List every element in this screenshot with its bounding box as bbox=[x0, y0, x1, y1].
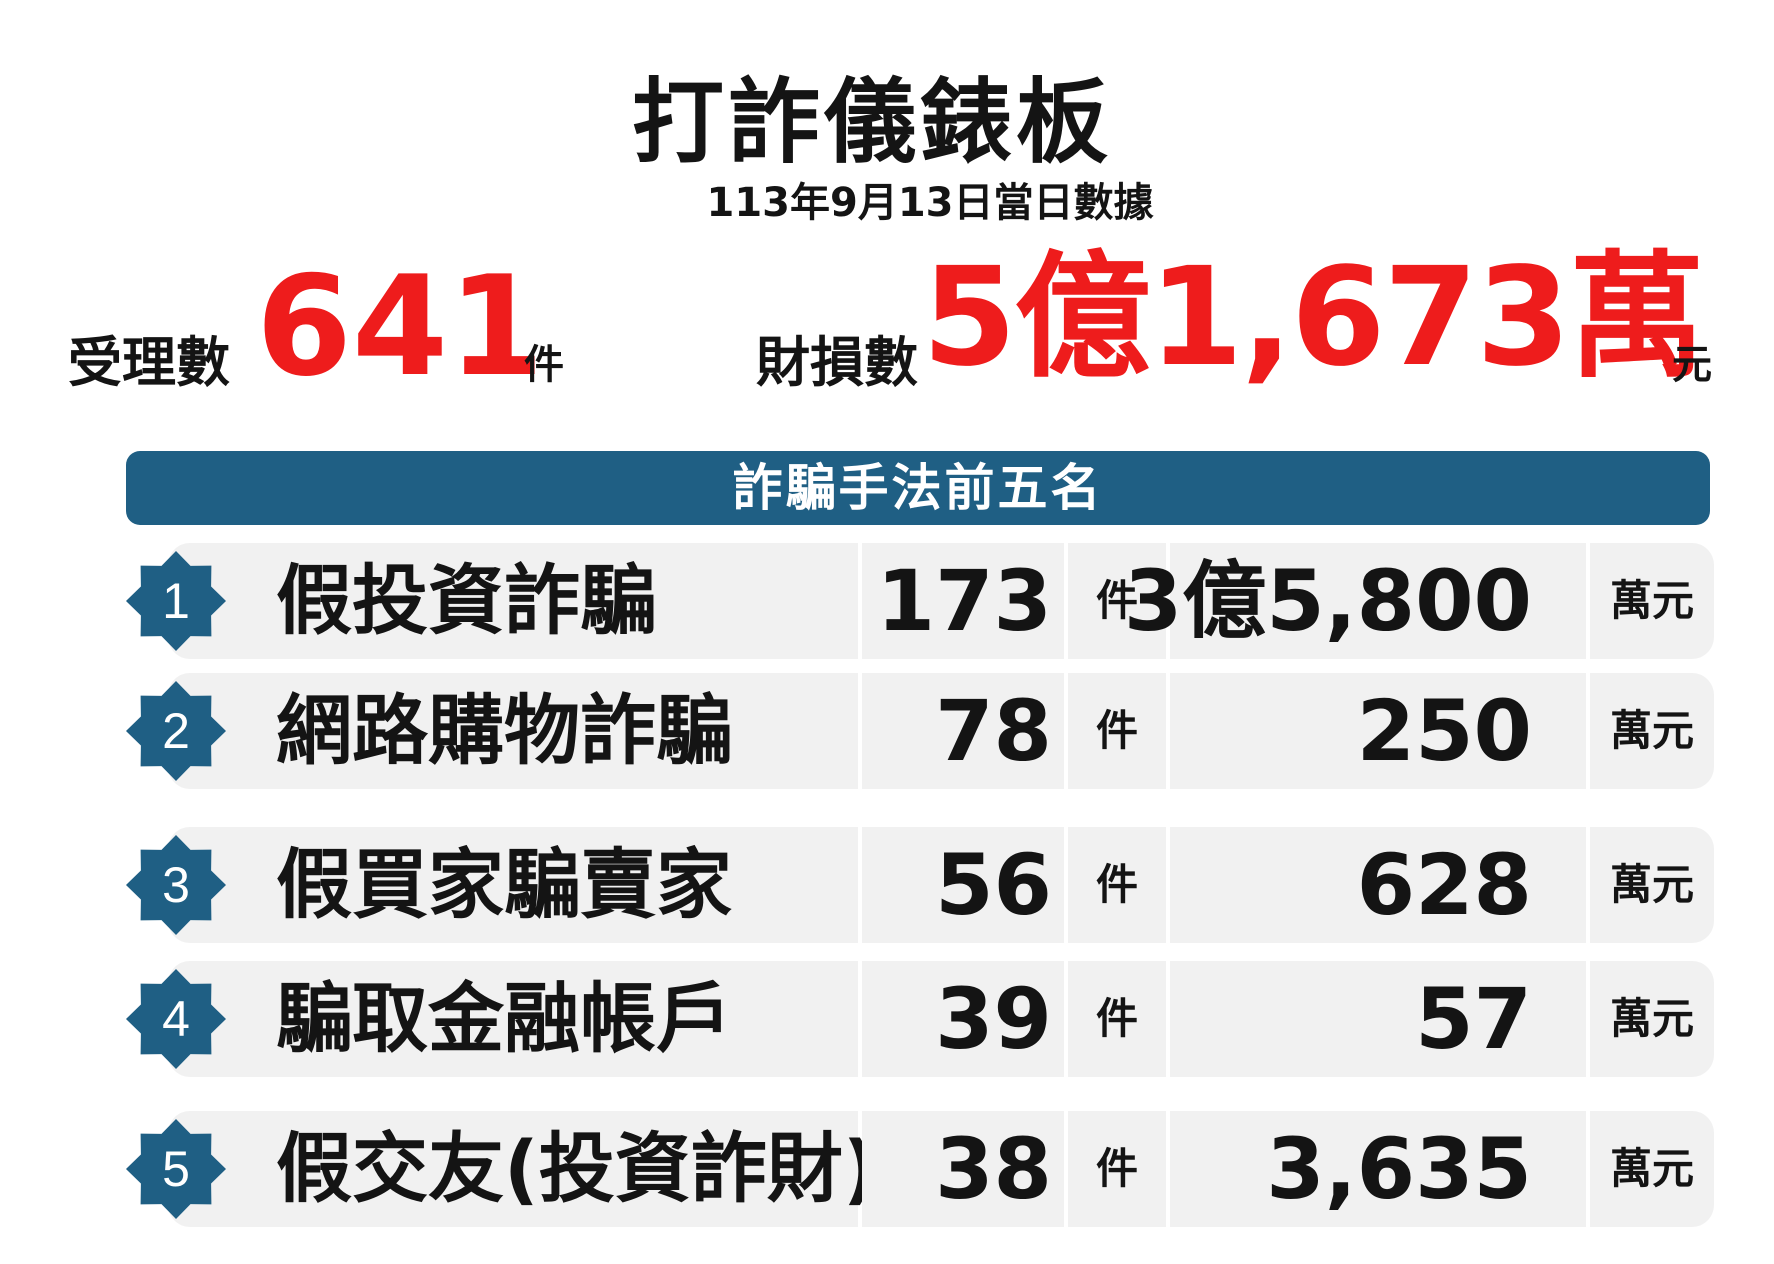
page-title: 打詐儀錶板 bbox=[631, 69, 1112, 176]
star-badge-icon bbox=[126, 969, 226, 1069]
rank-number: 2 bbox=[162, 703, 190, 759]
count-unit-cell: 件 bbox=[1068, 543, 1166, 659]
scam-method-name: 假買家騙賣家 bbox=[276, 840, 732, 929]
count-cell: 78 bbox=[862, 673, 1064, 789]
case-count: 38 bbox=[935, 1120, 1052, 1218]
count-cell: 39 bbox=[862, 961, 1064, 1077]
loss-amount: 57 bbox=[1415, 970, 1532, 1068]
amount-unit: 萬元 bbox=[1609, 576, 1694, 625]
rank-badge-icon: 3 bbox=[126, 835, 226, 935]
case-count: 173 bbox=[876, 552, 1052, 650]
amount-unit: 萬元 bbox=[1609, 860, 1694, 909]
loss-value: 5億1,673萬 bbox=[922, 239, 1705, 397]
rank-badge-icon: 5 bbox=[126, 1119, 226, 1219]
case-count: 39 bbox=[935, 970, 1052, 1068]
count-unit: 件 bbox=[1095, 1144, 1138, 1193]
amount-unit-cell: 萬元 bbox=[1590, 961, 1714, 1077]
loss-amount: 250 bbox=[1356, 682, 1532, 780]
cases-value: 641 bbox=[256, 246, 545, 407]
count-cell: 173 bbox=[862, 543, 1064, 659]
loss-label: 財損數 bbox=[756, 331, 918, 394]
date-subtitle: 113年9月13日當日數據 bbox=[706, 180, 1154, 226]
count-unit-cell: 件 bbox=[1068, 961, 1166, 1077]
count-unit-cell: 件 bbox=[1068, 827, 1166, 943]
star-badge-icon bbox=[126, 1119, 226, 1219]
case-count: 78 bbox=[935, 682, 1052, 780]
count-unit: 件 bbox=[1095, 706, 1138, 755]
amount-cell: 3億5,800 bbox=[1124, 543, 1586, 659]
loss-amount: 628 bbox=[1356, 836, 1532, 934]
amount-unit-cell: 萬元 bbox=[1590, 1111, 1714, 1227]
rank-badge-icon: 2 bbox=[126, 681, 226, 781]
star-badge-icon bbox=[126, 681, 226, 781]
amount-unit: 萬元 bbox=[1609, 1144, 1694, 1193]
cases-label: 受理數 bbox=[68, 331, 230, 394]
name-cell: 假買家騙賣家 bbox=[168, 827, 858, 943]
rank-number: 4 bbox=[162, 991, 190, 1047]
ranking-row: 假買家騙賣家 56 件 628 萬元 3 bbox=[126, 827, 1714, 943]
star-badge-icon bbox=[126, 835, 226, 935]
count-unit-cell: 件 bbox=[1068, 1111, 1166, 1227]
loss-amount: 3億5,800 bbox=[1123, 552, 1532, 650]
ranking-row: 假投資詐騙 173 件 3億5,800 萬元 1 bbox=[126, 543, 1714, 659]
loss-amount: 3,635 bbox=[1266, 1120, 1532, 1218]
ranking-header: 詐騙手法前五名 bbox=[126, 451, 1710, 525]
scam-method-name: 假交友(投資詐財) bbox=[276, 1124, 878, 1213]
count-unit-cell: 件 bbox=[1068, 673, 1166, 789]
rank-number: 5 bbox=[162, 1141, 190, 1197]
amount-cell: 57 bbox=[1170, 961, 1586, 1077]
amount-unit: 萬元 bbox=[1609, 706, 1694, 755]
name-cell: 假交友(投資詐財) bbox=[168, 1111, 877, 1227]
amount-unit-cell: 萬元 bbox=[1590, 543, 1714, 659]
amount-unit-cell: 萬元 bbox=[1590, 673, 1714, 789]
rank-badge-icon: 4 bbox=[126, 969, 226, 1069]
count-cell: 56 bbox=[862, 827, 1064, 943]
loss-unit: 元 bbox=[1672, 342, 1712, 388]
rank-number: 1 bbox=[162, 573, 190, 629]
rank-number: 3 bbox=[162, 857, 190, 913]
case-count: 56 bbox=[935, 836, 1052, 934]
ranking-row: 假交友(投資詐財) 38 件 3,635 萬元 5 bbox=[126, 1111, 1714, 1227]
scam-method-name: 網路購物詐騙 bbox=[276, 686, 732, 775]
amount-unit: 萬元 bbox=[1609, 994, 1694, 1043]
amount-cell: 628 bbox=[1170, 827, 1586, 943]
name-cell: 網路購物詐騙 bbox=[168, 673, 858, 789]
scam-method-name: 假投資詐騙 bbox=[276, 556, 656, 645]
name-cell: 騙取金融帳戶 bbox=[168, 961, 858, 1077]
ranking-row: 騙取金融帳戶 39 件 57 萬元 4 bbox=[126, 961, 1714, 1077]
scam-method-name: 騙取金融帳戶 bbox=[276, 974, 732, 1063]
rank-badge-icon: 1 bbox=[126, 551, 226, 651]
ranking-row: 網路購物詐騙 78 件 250 萬元 2 bbox=[126, 673, 1714, 789]
count-unit: 件 bbox=[1095, 860, 1138, 909]
amount-unit-cell: 萬元 bbox=[1590, 827, 1714, 943]
count-unit: 件 bbox=[1095, 994, 1138, 1043]
amount-cell: 3,635 bbox=[1170, 1111, 1586, 1227]
amount-cell: 250 bbox=[1170, 673, 1586, 789]
cases-unit: 件 bbox=[524, 342, 564, 388]
name-cell: 假投資詐騙 bbox=[168, 543, 858, 659]
count-unit: 件 bbox=[1095, 576, 1138, 625]
count-cell: 38 bbox=[862, 1111, 1064, 1227]
star-badge-icon bbox=[126, 551, 226, 651]
